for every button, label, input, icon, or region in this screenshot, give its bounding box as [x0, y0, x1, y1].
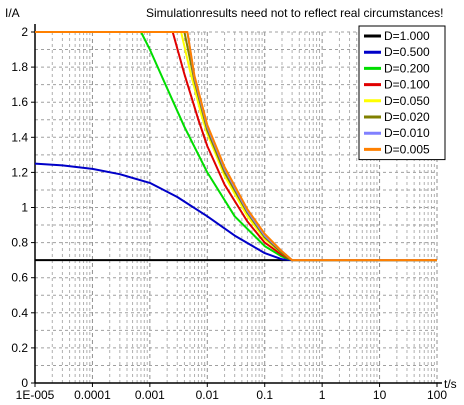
y-tick-label: 1.8 [11, 60, 28, 74]
legend-box [358, 25, 446, 161]
x-tick-label: 0.1 [256, 388, 273, 402]
series-line [35, 31, 437, 262]
y-tick-label: 0.8 [11, 236, 28, 250]
y-tick-label: 2 [21, 25, 28, 39]
y-axis-label: I/A [5, 6, 20, 20]
legend-label: D=0.010 [384, 126, 430, 140]
y-tick-label: 1.6 [11, 95, 28, 109]
x-tick-label: 0.0001 [74, 388, 111, 402]
legend-label: D=0.005 [384, 142, 430, 156]
x-tick-label: 0.001 [135, 388, 165, 402]
x-tick-label: 0.01 [196, 388, 220, 402]
plot-lines [34, 31, 437, 262]
axes [31, 24, 442, 387]
y-tick-label: 1.2 [11, 165, 28, 179]
legend-label: D=0.020 [384, 110, 430, 124]
y-tick-label: 1 [21, 201, 28, 215]
y-tick-label: 0.4 [11, 306, 28, 320]
y-tick-label: 0 [21, 376, 28, 390]
legend-label: D=0.200 [384, 61, 430, 75]
legend-label: D=0.100 [384, 78, 430, 92]
legend-label: D=0.050 [384, 94, 430, 108]
x-axis-label: t/s [444, 377, 457, 391]
x-tick-label: 10 [373, 388, 387, 402]
y-tick-label: 0.6 [11, 271, 28, 285]
legend-label: D=1.000 [384, 29, 430, 43]
y-tick-label: 1.4 [11, 130, 28, 144]
y-tick-label: 0.2 [11, 341, 28, 355]
legend-label: D=0.500 [384, 45, 430, 59]
legend: D=1.000 D=0.500 D=0.200 D=0.100 D=0.050 D=0.0… [358, 25, 446, 161]
series-line [35, 31, 437, 262]
x-tick-label: 1E-005 [16, 388, 55, 402]
chart-title: Simulationresults need not to reflect re… [146, 6, 443, 20]
x-tick-label: 1 [319, 388, 326, 402]
series-line [34, 162, 437, 262]
x-tick-label: 100 [427, 388, 447, 402]
tick-labels: 1E-005 0.0001 0.001 0.01 0.1 1 10 100 0 0.2 0.4 0.6… [11, 25, 447, 402]
